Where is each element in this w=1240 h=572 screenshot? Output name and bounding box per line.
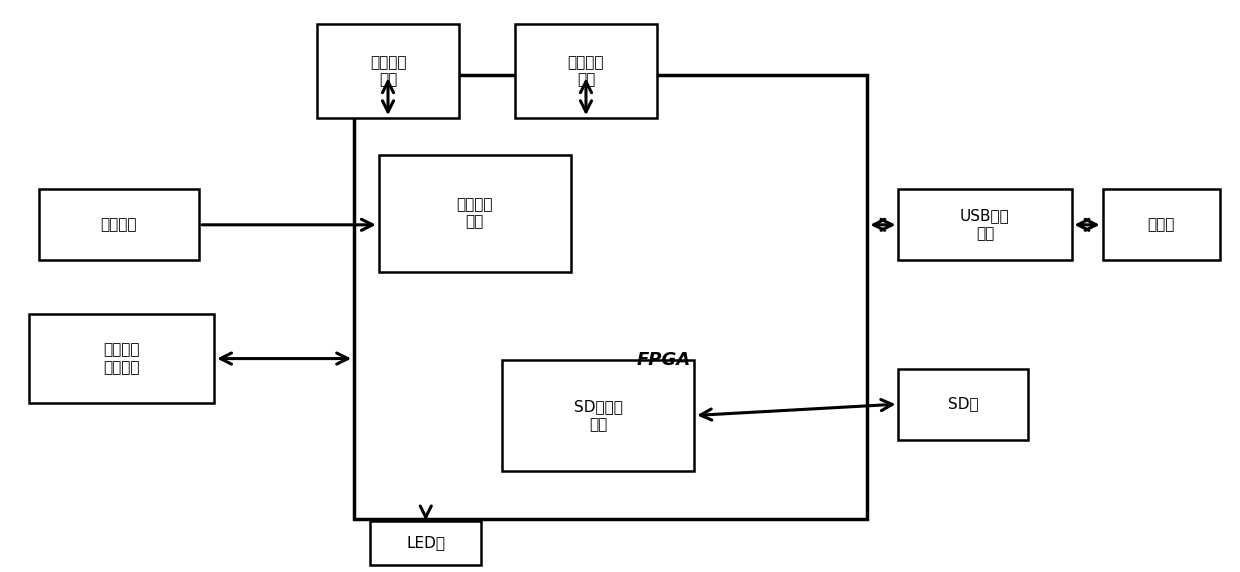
- Text: 接口驱动
模块: 接口驱动 模块: [456, 197, 492, 229]
- Text: SD卡驱动
模块: SD卡驱动 模块: [574, 399, 622, 432]
- Text: FPGA: FPGA: [636, 351, 691, 369]
- Bar: [1102, 189, 1220, 260]
- Text: 扇区屏蔽
缓存模块: 扇区屏蔽 缓存模块: [103, 343, 140, 375]
- Bar: [370, 521, 481, 565]
- Bar: [378, 155, 570, 272]
- Bar: [898, 368, 1028, 440]
- Text: 上位机: 上位机: [1147, 217, 1176, 232]
- Bar: [317, 24, 459, 118]
- Text: SD卡: SD卡: [949, 396, 978, 412]
- Bar: [502, 360, 694, 471]
- Text: USB驱动
模块: USB驱动 模块: [960, 209, 1009, 241]
- Bar: [29, 315, 215, 403]
- Text: 数据缓存
模块: 数据缓存 模块: [568, 55, 604, 88]
- Text: 外部设备: 外部设备: [100, 217, 138, 232]
- Text: LED灯: LED灯: [407, 535, 445, 550]
- Bar: [38, 189, 200, 260]
- Text: 数据缓存
模块: 数据缓存 模块: [370, 55, 407, 88]
- Bar: [515, 24, 657, 118]
- Bar: [898, 189, 1071, 260]
- Bar: [353, 76, 868, 519]
